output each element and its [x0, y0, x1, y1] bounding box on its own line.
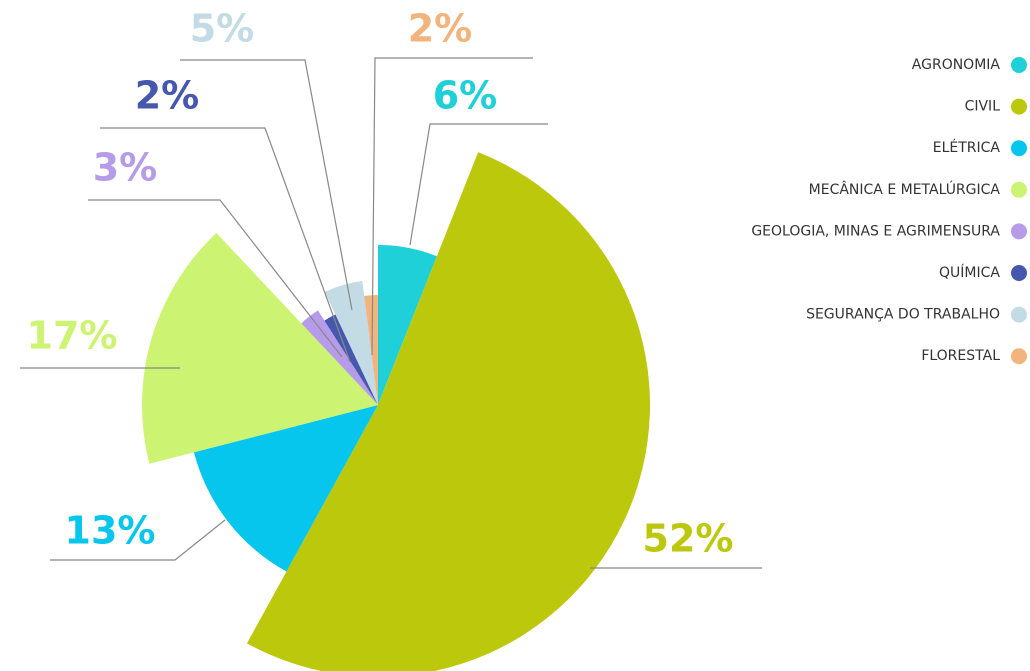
legend-swatch	[1011, 181, 1027, 198]
legend-label: GEOLOGIA, MINAS E AGRIMENSURA	[751, 223, 1000, 239]
legend-label: ELÉTRICA	[933, 139, 1001, 156]
value-label: 13%	[65, 509, 156, 553]
pie-slice	[193, 405, 378, 572]
pie-slice	[301, 310, 378, 405]
legend-label: QUÍMICA	[939, 264, 1000, 281]
legend-label: FLORESTAL	[921, 348, 1000, 364]
legend-swatch	[1011, 306, 1027, 323]
leader-line	[371, 57, 533, 356]
pie-slice	[378, 245, 437, 405]
leader-line	[100, 127, 351, 363]
pie-slice	[142, 232, 378, 464]
legend-swatch	[1011, 57, 1027, 73]
leader-line	[88, 199, 343, 358]
legend-swatch	[1011, 140, 1027, 157]
value-label: 17%	[27, 314, 118, 358]
value-label: 2%	[135, 74, 200, 118]
legend-swatch	[1011, 223, 1027, 240]
legend-swatch	[1011, 265, 1027, 281]
legend-swatch	[1011, 348, 1027, 365]
leader-line	[409, 123, 548, 246]
leader-line	[180, 59, 353, 311]
leader-line	[50, 519, 226, 561]
legend-label: MECÂNICA E METALÚRGICA	[809, 180, 1001, 198]
legend-label: SEGURANÇA DO TRABALHO	[806, 307, 1000, 323]
value-label: 3%	[93, 146, 158, 190]
legend-label: CIVIL	[965, 99, 1001, 115]
pie-slice	[364, 295, 378, 405]
value-label: 5%	[190, 7, 255, 51]
legend-swatch	[1011, 98, 1027, 115]
value-label: 52%	[643, 517, 734, 561]
pie-slice	[324, 314, 378, 405]
legend-label: AGRONOMIA	[912, 57, 1001, 73]
value-label: 2%	[408, 7, 473, 51]
pie-slice	[246, 152, 650, 671]
value-label: 6%	[433, 74, 498, 118]
pie-slice	[324, 280, 378, 405]
